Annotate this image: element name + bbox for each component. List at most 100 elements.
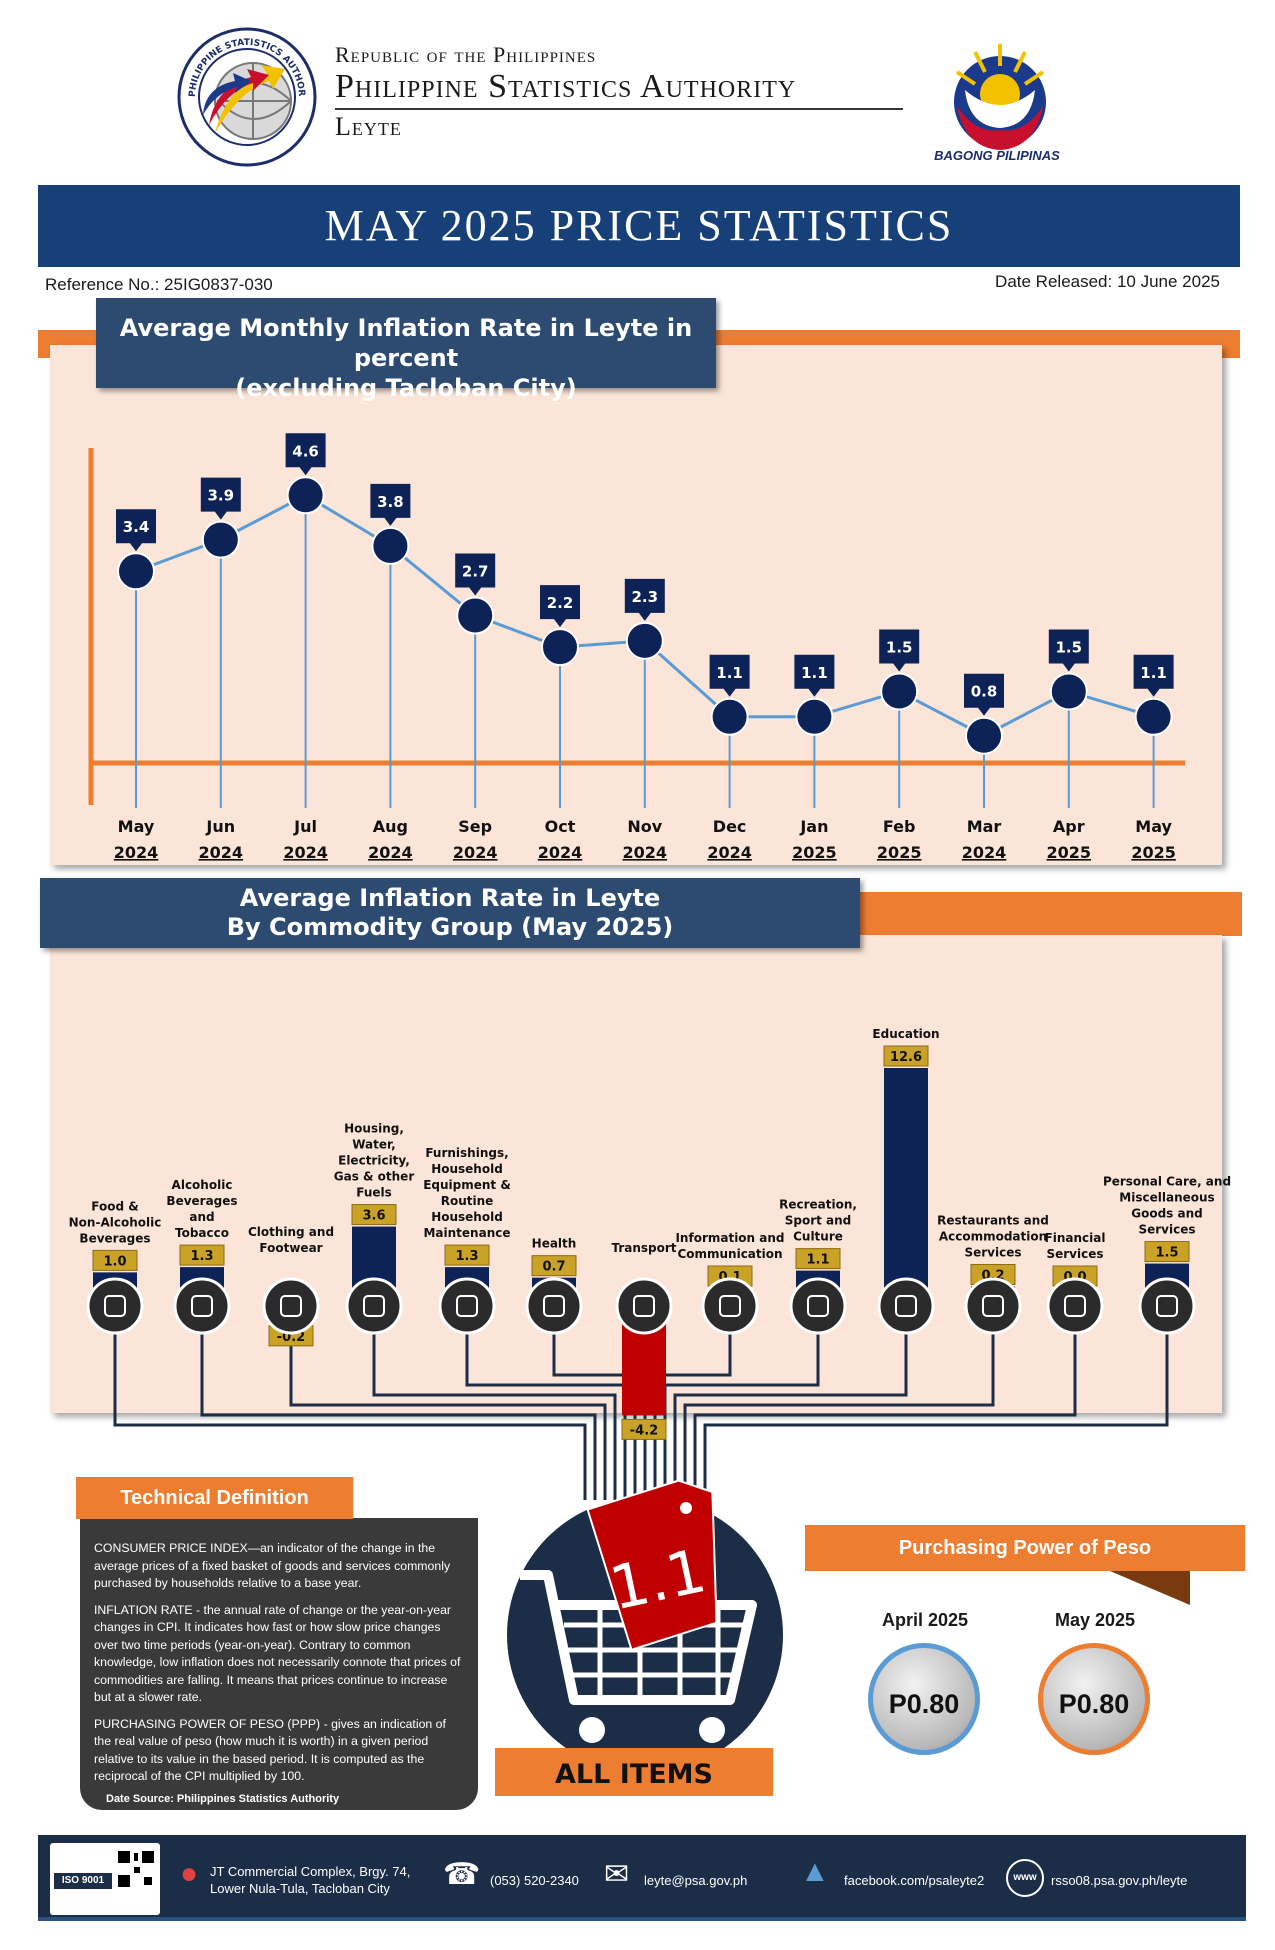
data-label: 1.1 [801, 664, 828, 682]
bar-value-label: 12.6 [890, 1050, 922, 1065]
data-point [371, 526, 410, 565]
data-point [117, 552, 155, 591]
data-label-box [116, 509, 156, 552]
category-label: Education [872, 1027, 939, 1041]
data-label: 4.6 [292, 442, 319, 460]
category-label: Information and [675, 1231, 784, 1245]
bar-value-label: 1.3 [190, 1249, 213, 1264]
data-point [795, 697, 834, 736]
data-label: 0.8 [971, 683, 998, 701]
category-label: Non-Alcoholic [69, 1215, 162, 1229]
data-label: 3.4 [123, 518, 150, 536]
category-label: Food & [91, 1199, 138, 1213]
icon-glyph [363, 1295, 385, 1317]
x-tick-month: Jun [205, 817, 235, 836]
x-tick-month: Mar [967, 817, 1002, 836]
category-label: Electricity, [338, 1154, 410, 1168]
x-tick-year: 2024 [707, 843, 752, 862]
data-label: 1.1 [716, 664, 743, 682]
books-graduation-icon [877, 1277, 935, 1335]
connector-line [673, 1334, 908, 1500]
x-tick-year: 2024 [368, 843, 413, 862]
cart-wheel [699, 1717, 725, 1743]
data-label-box [540, 585, 580, 628]
data-label-box [709, 654, 750, 697]
data-label-box [370, 483, 411, 526]
bar-value-label-box [795, 1248, 841, 1270]
bar-value-label-box [531, 1255, 577, 1277]
x-tick-year: 2025 [877, 843, 922, 862]
bar-value-label: 1.3 [455, 1249, 478, 1264]
bar-value-label: 1.0 [103, 1254, 126, 1269]
data-label: 3.8 [377, 493, 404, 511]
republic-label: Republic of the Philippines [335, 42, 597, 67]
purchasing-power-ribbon-fold [1110, 1571, 1190, 1605]
telephone-icon: ☎ [443, 1858, 481, 1891]
category-label: Financial [1045, 1231, 1106, 1245]
x-tick-year: 2024 [453, 843, 498, 862]
icon-glyph [895, 1295, 917, 1317]
x-tick-month: Apr [1053, 817, 1085, 836]
bar-value-label: 1.5 [1155, 1246, 1178, 1261]
data-label-box [794, 654, 835, 697]
x-tick-month: Feb [883, 817, 916, 836]
may-peso-coin: P0.80 [1038, 1643, 1150, 1755]
bar-value-label-box [883, 1045, 929, 1067]
category-label: Equipment & [423, 1178, 511, 1192]
category-label: Alcoholic [172, 1178, 233, 1192]
category-label: Water, [352, 1138, 396, 1152]
category-label: Accommodation [939, 1229, 1047, 1243]
category-label: Miscellaneous [1119, 1191, 1214, 1205]
location-pin-icon: ● [180, 1857, 199, 1890]
icon-glyph [191, 1295, 213, 1317]
category-label: Tobacco [175, 1226, 229, 1240]
data-point [456, 596, 495, 635]
agency-name: Philippine Statistics Authority [335, 68, 903, 110]
x-tick-month: May [1135, 817, 1172, 836]
qr-code-icon [116, 1849, 156, 1889]
connector-line [683, 1334, 995, 1500]
cart-wheel [579, 1717, 605, 1743]
connector-line [693, 1334, 1077, 1500]
connector-line [200, 1334, 597, 1500]
category-label: Services [964, 1245, 1021, 1259]
icon-glyph [280, 1295, 302, 1317]
website-link[interactable]: rsso08.psa.gov.ph/leyte [1051, 1873, 1188, 1888]
technical-definition-box: CONSUMER PRICE INDEX—an indicator of the… [80, 1518, 478, 1810]
x-tick-year: 2025 [1131, 843, 1176, 862]
data-label: 2.7 [462, 563, 489, 581]
bar-chart-title-box: Average Inflation Rate in Leyte By Commo… [40, 878, 860, 948]
data-point [1134, 697, 1173, 736]
address: JT Commercial Complex, Brgy. 74, Lower N… [210, 1863, 410, 1897]
data-label-box [879, 629, 920, 672]
facebook-link[interactable]: facebook.com/psaleyte2 [844, 1873, 985, 1888]
price-tag-icon [586, 1479, 718, 1652]
category-label: Restaurants and [937, 1213, 1049, 1227]
price-tag-hole [680, 1502, 692, 1514]
bar-value-label-box [179, 1244, 225, 1266]
agency-header: Republic of the Philippines Philippine S… [335, 42, 903, 142]
data-label-box [1048, 629, 1089, 672]
bar-value-label: 0.7 [542, 1260, 565, 1275]
category-label: Goods and [1131, 1207, 1202, 1221]
data-source: Date Source: Philippines Statistics Auth… [106, 1792, 340, 1805]
connector-line [465, 1334, 627, 1500]
x-tick-month: Oct [545, 817, 576, 836]
category-label: Gas & other [334, 1170, 415, 1184]
data-point [1049, 672, 1088, 711]
data-point [541, 628, 579, 667]
line-chart-title: Average Monthly Inflation Rate in Leyte … [119, 314, 693, 372]
x-tick-year: 2024 [114, 843, 159, 862]
connector-line [372, 1334, 617, 1500]
bar-value-label-box [444, 1244, 490, 1266]
x-tick-month: Nov [627, 817, 662, 836]
category-label: Furnishings, [425, 1146, 508, 1160]
category-label: Communication [677, 1247, 782, 1261]
email-link[interactable]: leyte@psa.gov.ph [644, 1873, 748, 1888]
x-tick-year: 2024 [623, 843, 668, 862]
bar-value-label: 1.1 [806, 1253, 829, 1268]
category-label: Footwear [259, 1241, 322, 1255]
page-title: MAY 2025 PRICE STATISTICS [38, 185, 1240, 267]
bar-value-label-box [92, 1249, 138, 1271]
connector-line [113, 1334, 587, 1500]
